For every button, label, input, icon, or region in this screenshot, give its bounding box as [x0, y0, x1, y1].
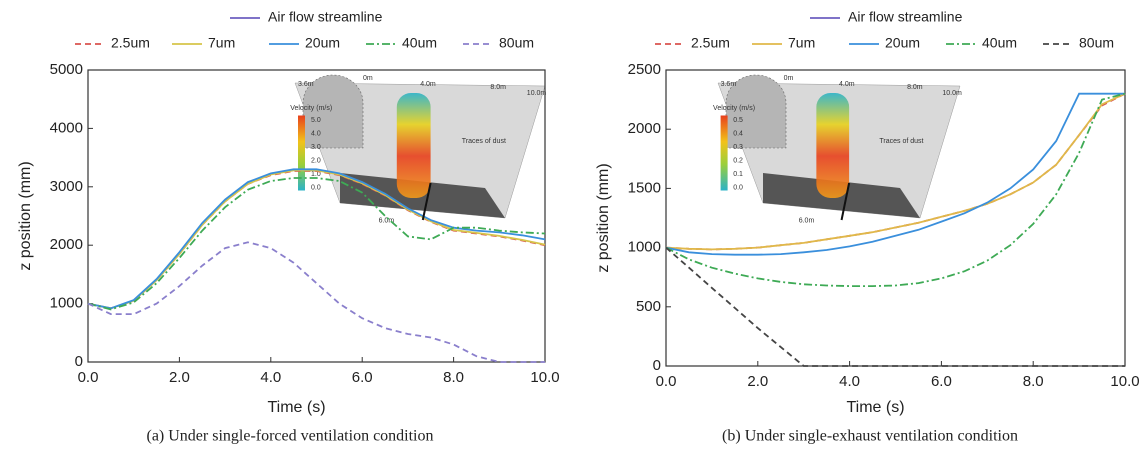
- legend-label: 2.5um: [691, 35, 730, 51]
- legend-label: 40um: [402, 35, 437, 51]
- x-tick-label: 8.0: [1023, 373, 1044, 390]
- inset-label: 0.0: [733, 184, 743, 191]
- series-line: [88, 242, 545, 362]
- caption: (b) Under single-exhaust ventilation con…: [722, 428, 1018, 445]
- y-tick-label: 4000: [50, 119, 83, 136]
- x-tick-label: 6.0: [352, 369, 373, 386]
- inset-label: Velocity (m/s): [290, 105, 332, 112]
- x-tick-label: 6.0: [931, 373, 952, 390]
- inset-label: 4.0m: [839, 81, 855, 88]
- inset: 3.6m 0m 4.0m 8.0m 10.0m Velocity (m/s) 0.5 0.4 0…: [713, 75, 962, 225]
- legend-label: Air flow streamline: [848, 9, 963, 25]
- legend-label: 20um: [885, 35, 920, 51]
- inset-label: 3.6m: [298, 81, 314, 88]
- figure: 3.6m 0m 4.0m 8.0m 10.0m Velocity (m/s) 5.0 4.0 3…: [0, 0, 1148, 452]
- inset-velocity-slice: [816, 93, 849, 198]
- inset-colorbar: [298, 116, 305, 191]
- y-tick-label: 1000: [50, 295, 83, 312]
- inset-label: 8.0m: [490, 84, 506, 91]
- inset-label: 0.5: [733, 117, 743, 124]
- inset-label: 4.0m: [420, 81, 436, 88]
- inset-label: 6.0m: [799, 217, 815, 224]
- inset-label: 3.0: [311, 144, 321, 151]
- caption: (a) Under single-forced ventilation cond…: [146, 428, 433, 445]
- x-tick-label: 10.0: [530, 369, 559, 386]
- legend-label: 80um: [1079, 35, 1114, 51]
- y-tick-label: 2000: [628, 120, 661, 137]
- inset-label: 0.3: [733, 144, 743, 151]
- inset-colorbar: [721, 116, 728, 191]
- y-tick-label: 5000: [50, 61, 83, 78]
- inset-label: 0.4: [733, 130, 743, 137]
- legend-label: 7um: [788, 35, 815, 51]
- x-axis-label: Time (s): [267, 399, 325, 416]
- series-line: [666, 248, 1125, 366]
- legend-label: 2.5um: [111, 35, 150, 51]
- x-tick-label: 0.0: [656, 373, 677, 390]
- y-tick-label: 2500: [628, 61, 661, 78]
- y-tick-label: 1000: [628, 239, 661, 256]
- x-tick-label: 2.0: [169, 369, 190, 386]
- inset-label: 0m: [363, 75, 373, 82]
- inset-label: 3.6m: [721, 81, 737, 88]
- inset-label: Traces of dust: [879, 138, 923, 145]
- y-tick-label: 2000: [50, 236, 83, 253]
- legend-label: 20um: [305, 35, 340, 51]
- inset-label: 10.0m: [942, 90, 962, 97]
- y-tick-label: 500: [636, 298, 661, 315]
- inset-label: 4.0: [311, 130, 321, 137]
- legend-label: 80um: [499, 35, 534, 51]
- inset-label: 0.1: [733, 171, 743, 178]
- y-tick-label: 3000: [50, 178, 83, 195]
- y-axis-label: z position (mm): [595, 163, 612, 272]
- inset-label: Traces of dust: [462, 138, 506, 145]
- inset-label: 10.0m: [527, 90, 547, 97]
- inset-label: Velocity (m/s): [713, 105, 755, 112]
- y-axis-label: z position (mm): [17, 161, 34, 270]
- inset-label: 8.0m: [907, 84, 923, 91]
- y-tick-label: 0: [653, 357, 661, 374]
- inset-label: 2.0: [311, 157, 321, 164]
- x-axis-label: Time (s): [846, 399, 904, 416]
- legend-label: Air flow streamline: [268, 9, 383, 25]
- inset: 3.6m 0m 4.0m 8.0m 10.0m Velocity (m/s) 5.0 4.0 3…: [290, 75, 546, 225]
- legend-label: 7um: [208, 35, 235, 51]
- inset-label: 0.2: [733, 157, 743, 164]
- inset-label: 0m: [784, 75, 794, 82]
- y-tick-label: 0: [75, 353, 83, 370]
- x-tick-label: 4.0: [839, 373, 860, 390]
- inset-velocity-slice: [397, 93, 431, 198]
- inset-label: 5.0: [311, 117, 321, 124]
- x-tick-label: 8.0: [443, 369, 464, 386]
- x-tick-label: 10.0: [1110, 373, 1139, 390]
- x-tick-label: 4.0: [260, 369, 281, 386]
- inset-label: 0.0: [311, 184, 321, 191]
- x-tick-label: 2.0: [747, 373, 768, 390]
- legend-label: 40um: [982, 35, 1017, 51]
- y-tick-label: 1500: [628, 179, 661, 196]
- x-tick-label: 0.0: [78, 369, 99, 386]
